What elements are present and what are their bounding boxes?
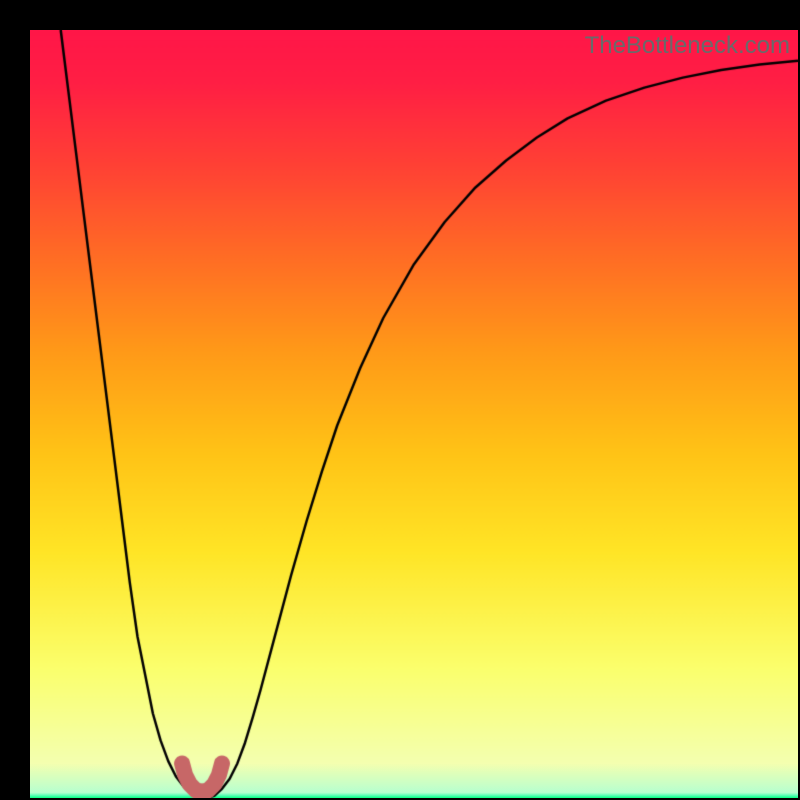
- watermark-text: TheBottleneck.com: [585, 32, 790, 60]
- chart-container: TheBottleneck.com: [0, 0, 800, 800]
- plot-area: TheBottleneck.com: [30, 30, 798, 798]
- curve-canvas: [30, 30, 798, 798]
